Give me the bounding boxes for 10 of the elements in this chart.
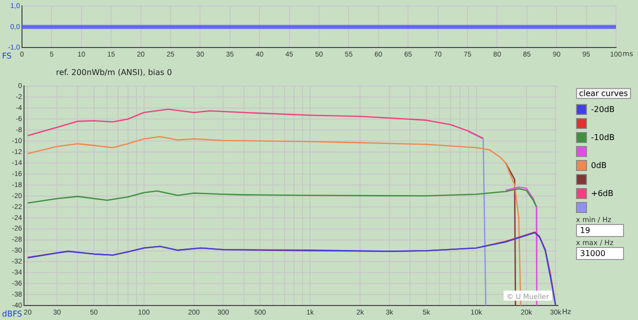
y-axis-title: FS	[2, 52, 12, 61]
legend-label: -20dB	[591, 104, 615, 114]
legend-label: -10dB	[591, 132, 615, 142]
legend-label: +6dB	[591, 188, 614, 198]
text: 19	[576, 224, 624, 237]
legend-label: 0dB	[591, 160, 607, 170]
text: 31000	[576, 247, 624, 260]
chart-title: ref. 200nWb/m (ANSI), bias 0	[56, 68, 172, 77]
y-axis-title: dBFS	[2, 310, 22, 319]
text: clear curves	[576, 88, 631, 99]
